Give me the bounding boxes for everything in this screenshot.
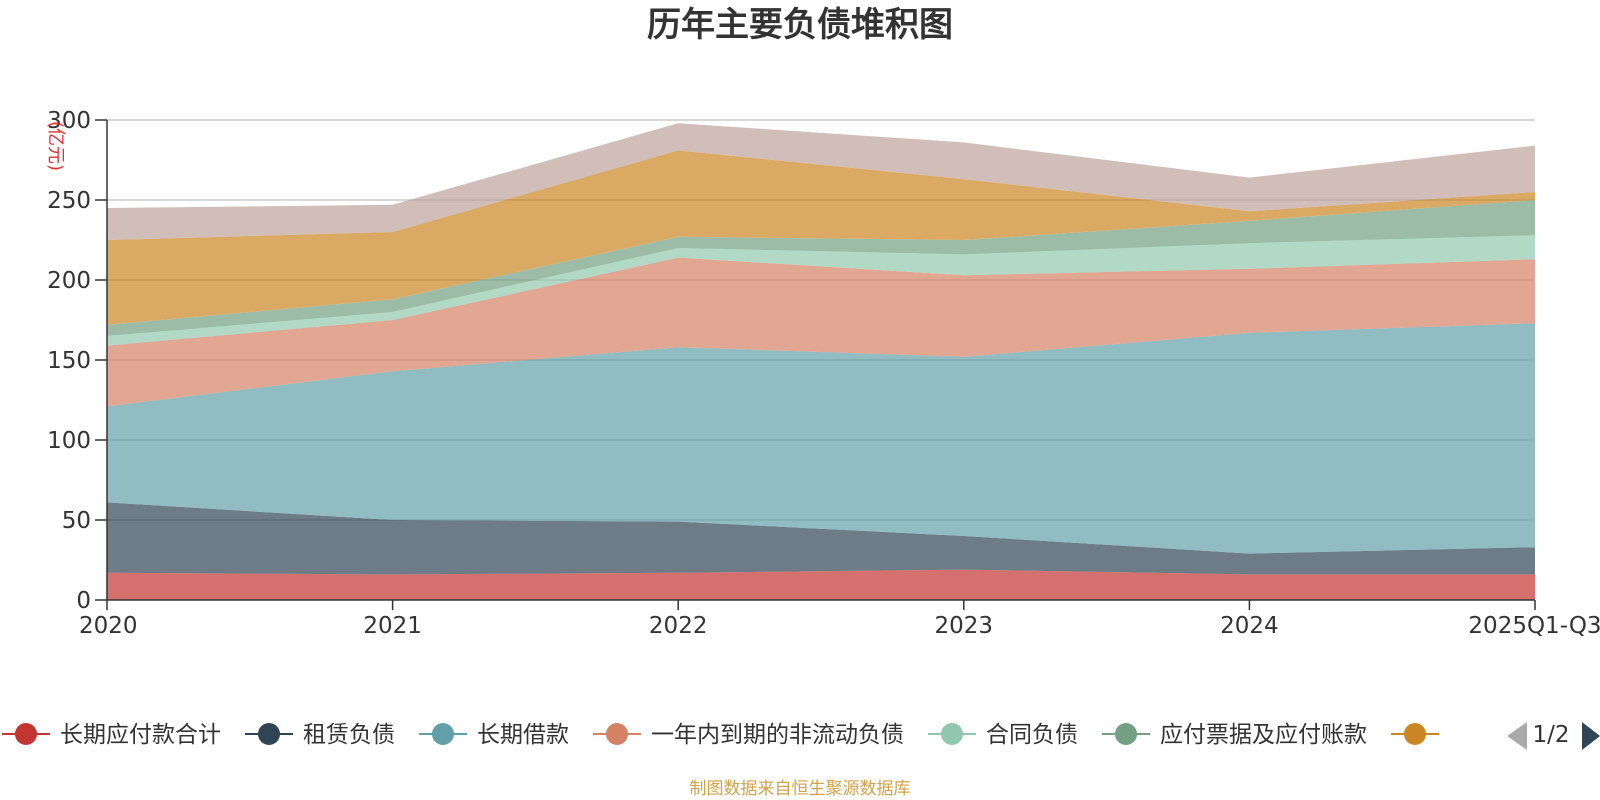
legend-next-page-icon[interactable] [1582, 722, 1600, 750]
legend-marker-icon [1115, 723, 1137, 745]
area-series-7 [107, 123, 1535, 240]
area-series-4 [107, 235, 1535, 346]
legend-label: 合同负债 [986, 722, 1078, 748]
x-tick-label: 2021 [363, 613, 422, 639]
chart-title: 历年主要负债堆积图 [647, 5, 953, 45]
area-series-5 [107, 200, 1535, 336]
legend-marker-icon [258, 723, 280, 745]
legend: 长期应付款合计 租赁负债 长期借款 一年内到期的非流动负债 合同负债 应付票据及应付账款 1… [2, 722, 1600, 750]
legend-prev-page-icon[interactable] [1507, 722, 1527, 750]
y-tick-label: 250 [47, 188, 91, 214]
legend-item[interactable]: 合同负债 [928, 722, 1078, 748]
legend-marker-icon [1404, 723, 1426, 745]
legend-marker-icon [941, 723, 963, 745]
x-tick-label: 2023 [935, 613, 994, 639]
legend-item[interactable]: 租赁负债 [245, 722, 395, 748]
legend-item[interactable]: 一年内到期的非流动负债 [593, 722, 904, 748]
legend-marker-icon [15, 723, 37, 745]
data-source-note: 制图数据来自恒生聚源数据库 [689, 779, 911, 799]
x-tick-label: 2024 [1220, 613, 1279, 639]
legend-item[interactable]: 长期借款 [419, 722, 569, 748]
legend-marker-icon [606, 723, 628, 745]
legend-label: 一年内到期的非流动负债 [651, 722, 904, 748]
legend-item[interactable] [1391, 723, 1439, 745]
legend-label: 租赁负债 [303, 722, 395, 748]
axes: 0 50 100 150 200 250 300 2020 2021 2022 2023 2024 20… [45, 108, 1600, 639]
x-tick-label: 2020 [79, 613, 138, 639]
x-tick-label: 2022 [649, 613, 708, 639]
y-axis-label: (亿元) [45, 121, 66, 171]
legend-item[interactable]: 应付票据及应付账款 [1102, 722, 1367, 748]
area-series-3 [107, 257, 1535, 407]
area-series-1 [107, 502, 1535, 575]
area-series [107, 123, 1535, 600]
legend-label: 应付票据及应付账款 [1160, 722, 1367, 748]
area-series-0 [107, 569, 1535, 600]
legend-marker-icon [432, 723, 454, 745]
legend-page-indicator: 1/2 [1532, 722, 1569, 748]
y-tick-label: 50 [62, 508, 91, 534]
x-tick-label: 2025Q1-Q3 [1468, 613, 1600, 639]
y-tick-label: 300 [47, 108, 91, 134]
y-tick-label: 150 [47, 348, 91, 374]
y-tick-label: 0 [76, 588, 91, 614]
area-series-2 [107, 323, 1535, 554]
y-tick-label: 200 [47, 268, 91, 294]
legend-item[interactable]: 长期应付款合计 [2, 722, 221, 748]
area-series-6 [107, 150, 1535, 325]
y-tick-label: 100 [47, 428, 91, 454]
legend-label: 长期借款 [477, 722, 569, 748]
legend-label: 长期应付款合计 [60, 722, 221, 748]
